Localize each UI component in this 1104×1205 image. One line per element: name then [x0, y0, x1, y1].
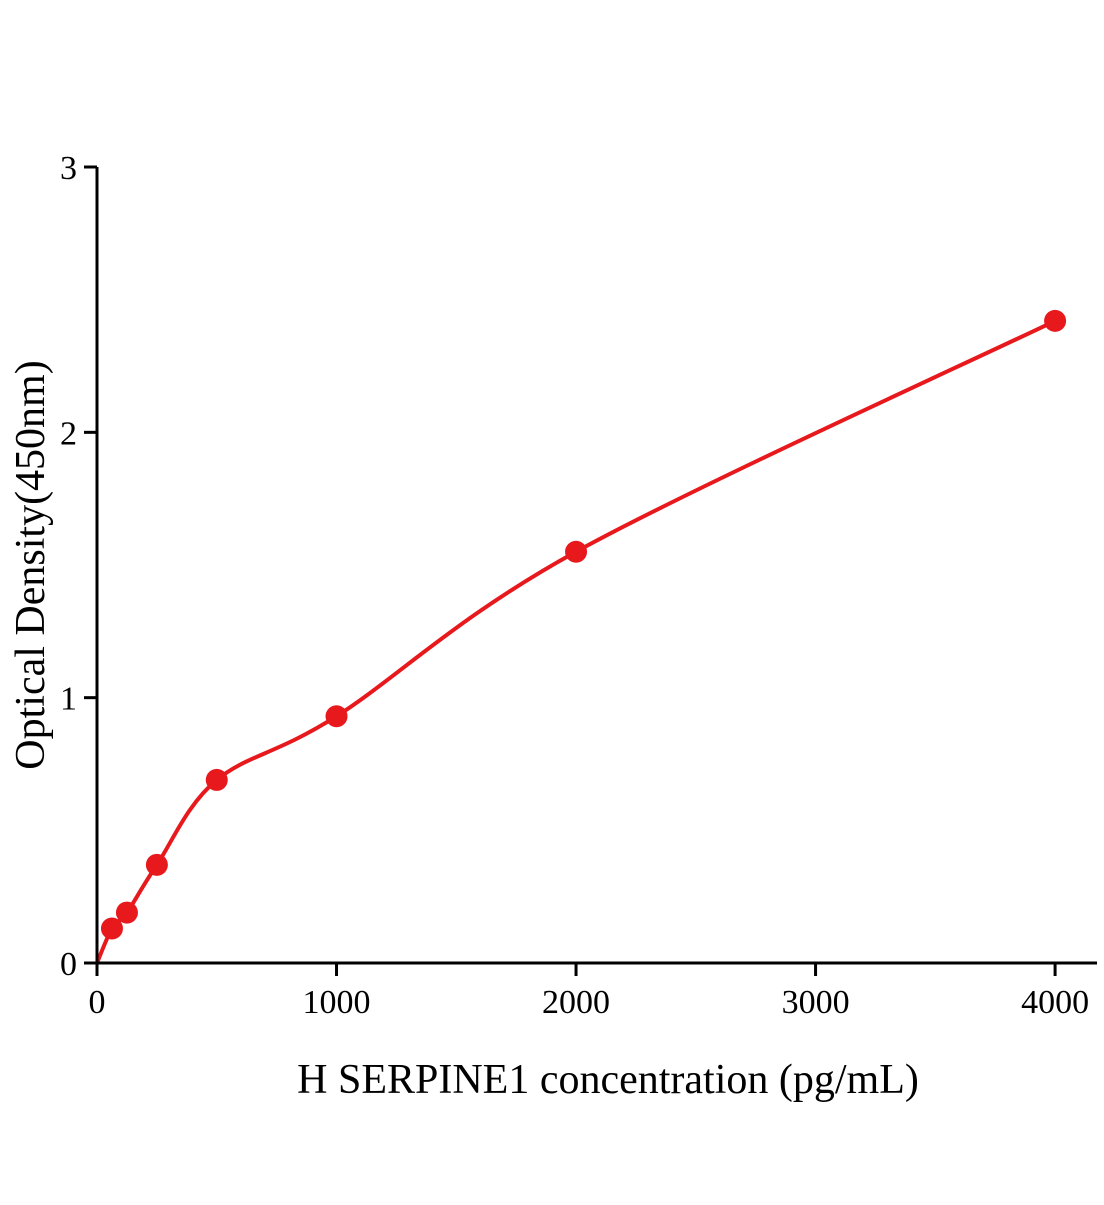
data-point [205, 768, 228, 791]
tick-labels-group: 0 1000 2000 3000 4000 0 1 2 3 [60, 150, 1089, 1021]
data-point [100, 917, 123, 940]
axes-group [95, 167, 1097, 965]
y-tick-label: 1 [60, 681, 77, 718]
data-points-group [100, 309, 1067, 940]
data-point [145, 853, 168, 876]
x-axis-label: H SERPINE1 concentration (pg/mL) [297, 1057, 919, 1103]
data-point [565, 540, 588, 563]
x-tick-label: 4000 [1021, 984, 1089, 1021]
curve-group [95, 318, 1058, 965]
y-tick-label: 3 [60, 150, 77, 187]
data-point [325, 705, 348, 728]
y-tick-label: 0 [60, 946, 77, 983]
x-tick-label: 1000 [303, 984, 371, 1021]
y-axis-label: Optical Density(450nm) [8, 360, 54, 769]
ticks-group [84, 165, 1057, 976]
y-tick-label: 2 [60, 415, 77, 452]
data-point [1044, 309, 1067, 332]
data-point [115, 901, 138, 924]
x-tick-label: 2000 [542, 984, 610, 1021]
x-tick-label: 0 [89, 984, 106, 1021]
fitted-curve [95, 318, 1058, 965]
x-tick-label: 3000 [782, 984, 850, 1021]
